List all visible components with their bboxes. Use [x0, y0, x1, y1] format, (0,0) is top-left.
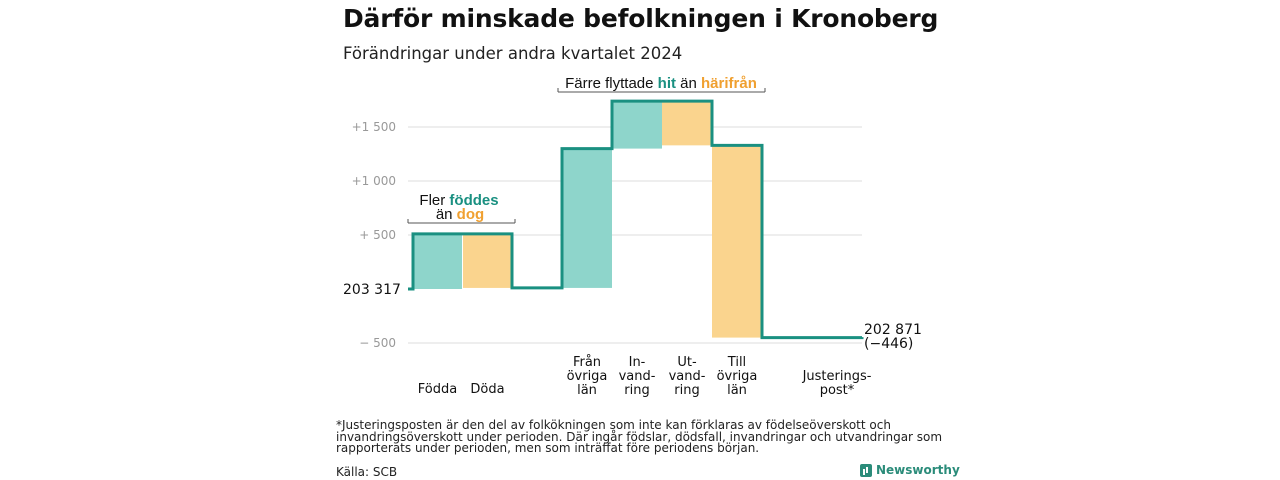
category-label: övriga [717, 369, 758, 384]
category-label: Ut- [677, 355, 697, 370]
annotation-migration: Färre flyttade hit än härifrån [565, 75, 757, 92]
chart-subtitle: Förändringar under andra kvartalet 2024 [343, 44, 683, 63]
category-label: län [727, 383, 747, 398]
running-total-line [408, 99, 864, 340]
waterfall-bar [662, 101, 712, 146]
category-label: Till [727, 355, 746, 370]
category-label: In- [629, 355, 646, 370]
category-label: Födda [418, 382, 457, 397]
y-tick-label: +1 500 [352, 120, 396, 134]
category-label: ring [624, 383, 649, 398]
end-value-label: 202 871 [864, 322, 922, 338]
start-value-label: 203 317 [343, 282, 401, 298]
category-label: ring [674, 383, 699, 398]
newsworthy-logo-text: Newsworthy [876, 463, 960, 477]
category-label: vand- [669, 369, 706, 384]
waterfall-bar [712, 145, 762, 338]
chart-title: Därför minskade befolkningen i Kronoberg [343, 4, 939, 33]
annotation-births-line1: Fler föddes [419, 192, 498, 209]
source-label: Källa: SCB [336, 465, 398, 479]
end-change-label: (−446) [864, 336, 913, 352]
y-tick-label: − 500 [359, 336, 396, 350]
footnote: *Justeringsposten är den del av folkökni… [336, 418, 943, 455]
category-label: Döda [470, 382, 504, 397]
waterfall-bar [562, 148, 612, 288]
category-label: post* [820, 383, 855, 398]
waterfall-chart: − 500 + 500 +1 000 +1 500 203 317 202 871(−44… [343, 75, 922, 398]
waterfall-bar [463, 233, 512, 288]
newsworthy-logo: Newsworthy [860, 463, 960, 477]
newsworthy-logo-icon [860, 463, 872, 477]
annotation-births-line2: än dog [436, 206, 484, 223]
category-label: Justerings- [802, 369, 872, 384]
waterfall-bar [612, 101, 662, 149]
category-label: övriga [567, 369, 608, 384]
category-label: län [577, 383, 597, 398]
waterfall-bar [413, 233, 462, 289]
y-tick-label: + 500 [359, 228, 396, 242]
category-label: Från [573, 355, 601, 370]
y-tick-label: +1 000 [352, 174, 396, 188]
category-label: vand- [619, 369, 656, 384]
